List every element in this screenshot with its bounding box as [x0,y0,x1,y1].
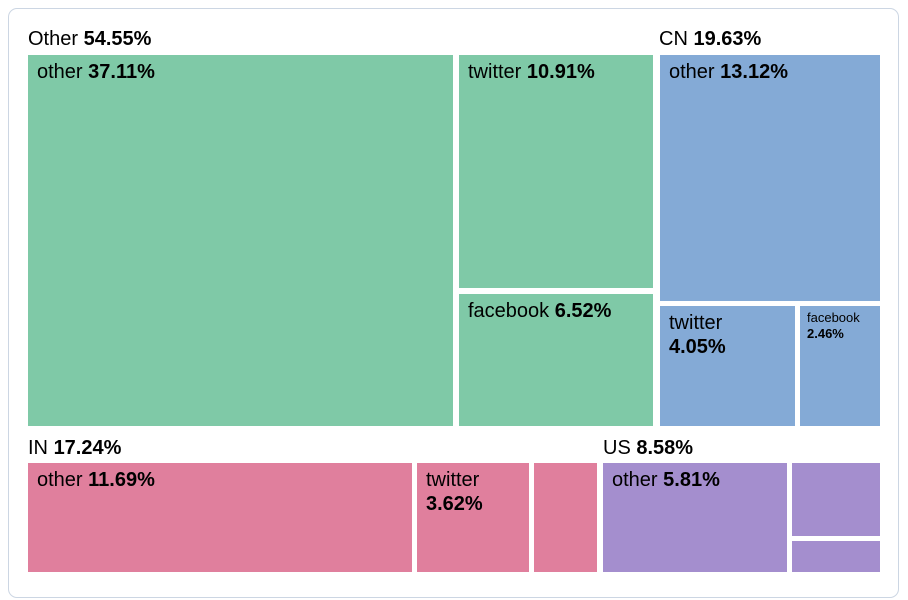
cell-value: 2.46% [807,326,844,341]
cell-label: other [669,61,715,83]
treemap-cell-other-twitter[interactable]: twitter 10.91% [459,55,653,288]
cell-value: 4.05% [669,336,726,358]
group-label-in: IN 17.24% [28,436,121,460]
cell-value: 10.91% [526,61,595,83]
group-value: 54.55% [83,28,152,50]
cell-label: twitter [669,312,723,334]
treemap-cell-other-other[interactable]: other 37.11% [28,55,453,426]
group-label-cn: CN 19.63% [659,27,761,51]
treemap-cell-cn-twitter[interactable]: twitter 4.05% [660,306,795,426]
group-label-other: Other 54.55% [28,27,151,51]
treemap-cell-cn-facebook[interactable]: facebook 2.46% [800,306,880,426]
treemap-cell-us-other[interactable]: other 5.81% [603,463,787,572]
treemap-cell-in-twitter[interactable]: twitter 3.62% [417,463,529,572]
group-name: IN [28,437,48,459]
cell-value: 11.69% [88,469,155,491]
cell-value: 6.52% [554,300,612,322]
cell-label: other [37,469,83,491]
group-label-us: US 8.58% [603,436,693,460]
group-name: CN [659,28,688,50]
cell-value: 5.81% [663,469,720,491]
group-value: 8.58% [636,437,694,459]
cell-value: 3.62% [426,493,483,515]
treemap-cell-cn-other[interactable]: other 13.12% [660,55,880,301]
cell-label: twitter [426,469,480,491]
treemap-cell-us-unlabeled-top[interactable] [792,463,880,536]
cell-value: 37.11% [88,61,155,83]
treemap-cell-in-other[interactable]: other 11.69% [28,463,412,572]
cell-label: other [37,61,83,83]
cell-label: facebook [807,310,860,325]
group-name: US [603,437,631,459]
cell-label: facebook [468,300,550,322]
group-name: Other [28,28,79,50]
treemap-cell-other-facebook[interactable]: facebook 6.52% [459,294,653,426]
cell-label: other [612,469,658,491]
cell-value: 13.12% [720,61,788,83]
treemap-cell-in-unlabeled[interactable] [534,463,597,572]
treemap-cell-us-unlabeled-bottom[interactable] [792,541,880,572]
group-value: 19.63% [693,28,762,50]
cell-label: twitter [468,61,522,83]
group-value: 17.24% [53,437,122,459]
